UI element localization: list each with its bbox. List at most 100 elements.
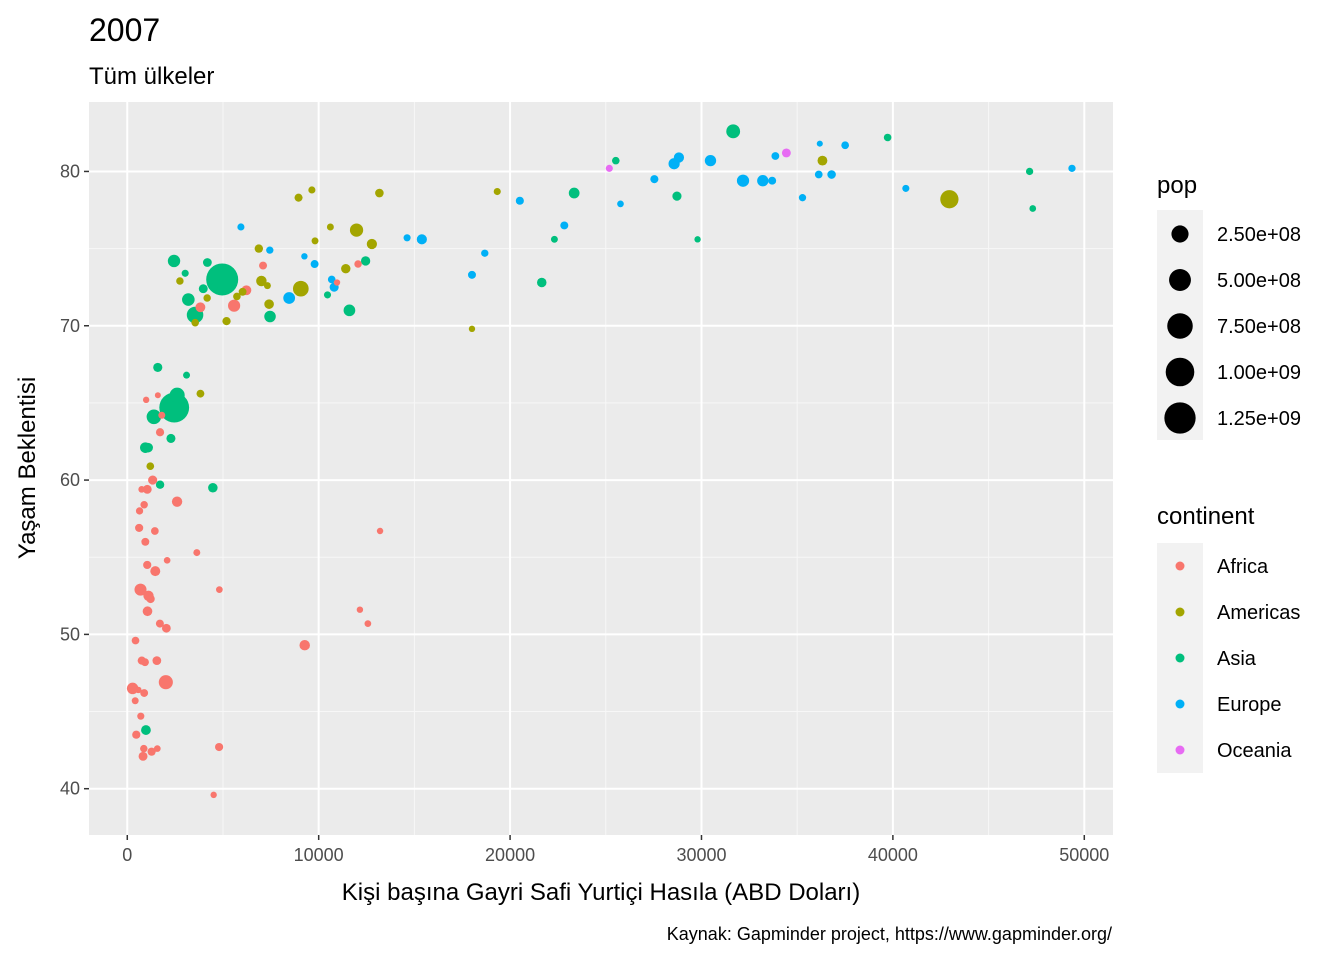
data-point-africa <box>132 730 141 739</box>
data-point-asia <box>611 156 620 165</box>
data-point-africa <box>150 566 161 577</box>
data-point-africa <box>146 594 155 604</box>
data-point-asia <box>181 269 189 277</box>
data-point-europe <box>771 152 780 160</box>
data-point-asia <box>537 277 547 288</box>
data-point-americas <box>493 187 501 196</box>
data-point-americas <box>222 316 231 326</box>
data-point-europe <box>841 141 850 150</box>
size-legend-label: 1.25e+09 <box>1217 408 1301 430</box>
x-tick-label: 10000 <box>294 845 344 865</box>
data-point-asia <box>206 263 239 296</box>
chart-title: 2007 <box>89 12 160 48</box>
data-point-europe <box>759 178 767 186</box>
data-point-americas <box>940 190 959 209</box>
data-point-africa <box>147 747 156 756</box>
data-point-africa <box>140 744 148 753</box>
data-point-africa <box>140 501 148 509</box>
data-point-americas <box>263 282 271 290</box>
data-point-africa <box>299 639 310 651</box>
caption: Kaynak: Gapminder project, https://www.g… <box>667 924 1112 944</box>
data-point-asia <box>183 371 191 379</box>
data-point-americas <box>256 275 267 287</box>
data-point-africa <box>210 791 217 799</box>
data-point-africa <box>131 697 139 705</box>
data-point-africa <box>215 742 224 752</box>
data-point-europe <box>560 221 569 230</box>
data-point-asia <box>694 236 701 243</box>
data-point-americas <box>326 223 334 231</box>
data-point-asia <box>550 235 558 243</box>
color-legend: continent Africa Americas Asia Europe Oceani… <box>1157 503 1300 773</box>
x-tick-label: 50000 <box>1059 845 1109 865</box>
data-point-europe <box>902 184 910 192</box>
data-point-africa <box>140 689 149 697</box>
data-point-europe <box>617 200 624 208</box>
data-point-europe <box>467 270 476 279</box>
data-point-africa <box>131 636 140 645</box>
data-point-africa <box>135 507 144 515</box>
data-point-africa <box>155 619 164 628</box>
size-legend-key <box>1167 313 1193 339</box>
size-legend-label: 7.50e+08 <box>1217 316 1301 338</box>
data-point-americas <box>349 223 364 237</box>
data-point-africa <box>135 523 144 533</box>
data-point-europe <box>237 223 245 231</box>
data-point-africa <box>142 396 150 404</box>
data-point-africa <box>228 299 241 312</box>
data-point-americas <box>375 188 384 198</box>
data-point-americas <box>233 292 241 301</box>
data-point-europe <box>798 194 807 202</box>
data-point-europe <box>515 196 524 205</box>
data-point-americas <box>366 238 378 250</box>
size-legend-label: 2.50e+08 <box>1217 224 1301 246</box>
data-point-africa <box>356 606 364 613</box>
size-legend: pop 2.50e+08 5.00e+08 7.50e+08 1.00e+09 1.25… <box>1157 172 1301 440</box>
data-point-asia <box>202 258 212 267</box>
data-point-americas <box>294 193 303 202</box>
data-point-europe <box>416 234 427 245</box>
data-point-europe <box>403 234 411 242</box>
data-point-africa <box>143 560 152 570</box>
color-legend-label: Asia <box>1217 648 1257 670</box>
grid-minor <box>89 102 1113 835</box>
data-point-asia <box>1029 205 1037 212</box>
color-legend-label: Oceania <box>1217 740 1292 762</box>
data-point-americas <box>817 155 828 166</box>
data-point-africa <box>138 485 146 493</box>
x-axis: 0 10000 20000 30000 40000 50000 <box>122 835 1109 865</box>
x-axis-title: Kişi başına Gayri Safi Yurtiçi Hasıla (A… <box>342 879 860 906</box>
size-legend-key <box>1164 402 1196 434</box>
color-legend-label: Europe <box>1217 694 1282 716</box>
data-point-asia <box>208 483 218 493</box>
color-legend-key <box>1175 607 1185 617</box>
data-point-asia <box>167 254 181 268</box>
data-point-americas <box>264 299 274 309</box>
size-legend-label: 5.00e+08 <box>1217 270 1301 292</box>
data-point-europe <box>650 175 659 184</box>
data-point-africa <box>141 537 150 546</box>
data-point-asia <box>182 293 195 306</box>
data-point-europe <box>736 174 750 187</box>
data-point-africa <box>158 675 173 690</box>
data-point-africa <box>171 496 183 507</box>
data-point-europe <box>266 246 274 254</box>
data-point-africa <box>364 620 372 627</box>
data-point-africa <box>135 686 142 694</box>
data-point-asia <box>360 256 371 266</box>
color-legend-label: Africa <box>1217 556 1269 578</box>
data-point-europe <box>301 253 308 260</box>
data-point-asia <box>141 725 151 735</box>
data-point-asia <box>155 480 165 489</box>
data-point-asia <box>166 433 176 443</box>
data-point-africa <box>161 623 171 633</box>
y-tick-label: 80 <box>60 161 80 181</box>
data-point-americas <box>191 318 199 327</box>
plot-panel <box>89 102 1113 835</box>
data-point-oceania <box>605 164 613 172</box>
size-legend-label: 1.00e+09 <box>1217 362 1301 384</box>
y-axis-title: Yaşam Beklentisi <box>14 377 41 559</box>
data-point-asia <box>210 283 218 291</box>
data-point-africa <box>216 586 223 593</box>
data-point-africa <box>154 392 161 399</box>
